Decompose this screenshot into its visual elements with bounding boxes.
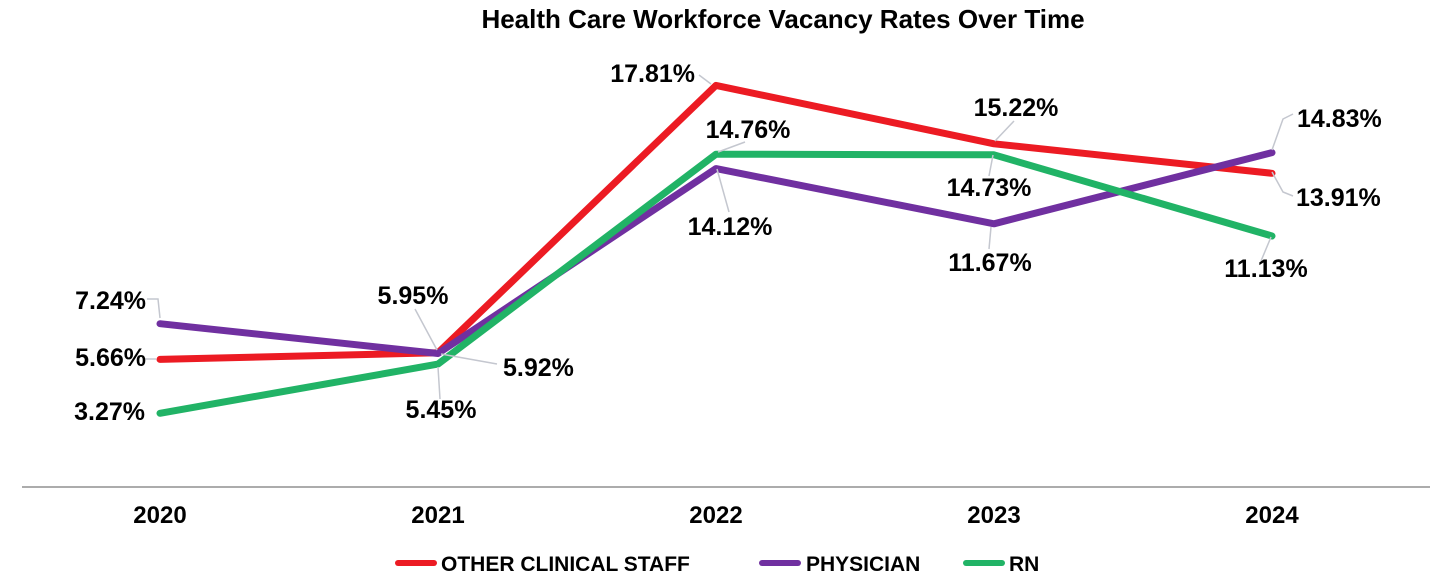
data-labels-group: 5.66% 5.95% 17.81% 15.22% 13.91% 7.24% 5.92% 14… — [74, 60, 1382, 426]
x-axis-label-2023: 2023 — [967, 502, 1020, 529]
data-label-other-clinical-staff-2024: 13.91% — [1296, 184, 1381, 212]
data-label-rn-2022: 14.76% — [706, 116, 791, 144]
series-lines-group — [156, 81, 1276, 417]
legend: OTHER CLINICAL STAFF PHYSICIAN RN — [395, 553, 1039, 576]
data-label-rn-2023: 14.73% — [947, 174, 1032, 202]
legend-item-physician: PHYSICIAN — [759, 553, 920, 576]
label-leader-line — [717, 141, 746, 153]
label-leader-line — [988, 226, 992, 250]
data-label-physician-2022: 14.12% — [688, 213, 773, 241]
label-leader-line — [437, 366, 441, 400]
series-line-rn — [156, 150, 1276, 417]
label-leader-line — [1260, 236, 1272, 262]
data-label-rn-2021: 5.45% — [406, 396, 477, 424]
label-leader-line — [1271, 171, 1294, 197]
x-axis-label-2020: 2020 — [133, 502, 186, 529]
x-axis-labels-group: 2020 2021 2022 2023 2024 — [133, 502, 1299, 529]
data-label-other-clinical-staff-2022: 17.81% — [610, 60, 695, 88]
x-axis-label-2021: 2021 — [411, 502, 464, 529]
chart-title: Health Care Workforce Vacancy Rates Over… — [481, 4, 1084, 34]
data-label-rn-2024: 11.13% — [1224, 255, 1307, 283]
data-label-physician-2023: 11.67% — [948, 249, 1031, 277]
data-label-other-clinical-staff-2020: 5.66% — [75, 344, 146, 372]
x-axis-label-2022: 2022 — [689, 502, 742, 529]
series-line-physician — [156, 149, 1276, 357]
label-leader-line — [414, 308, 438, 351]
legend-label-rn: RN — [1009, 553, 1039, 576]
leader-lines-group — [143, 74, 1294, 400]
data-label-other-clinical-staff-2023: 15.22% — [974, 94, 1059, 122]
x-axis-label-2024: 2024 — [1245, 502, 1299, 529]
label-leader-line — [988, 154, 994, 177]
series-line-other-clinical-staff — [156, 81, 1276, 363]
label-leader-line — [994, 120, 1015, 142]
data-label-physician-2024: 14.83% — [1297, 105, 1382, 133]
legend-label-other-clinical-staff: OTHER CLINICAL STAFF — [441, 553, 690, 576]
legend-label-physician: PHYSICIAN — [806, 553, 920, 576]
data-label-rn-2020: 3.27% — [74, 398, 145, 426]
data-label-physician-2021: 5.92% — [503, 354, 574, 382]
label-leader-line — [1271, 113, 1294, 151]
label-leader-line — [440, 353, 498, 365]
label-leader-line — [716, 168, 730, 213]
data-label-physician-2020: 7.24% — [75, 287, 146, 315]
legend-item-other-clinical-staff: OTHER CLINICAL STAFF — [395, 553, 690, 576]
legend-item-rn: RN — [963, 553, 1039, 576]
data-label-other-clinical-staff-2021: 5.95% — [378, 282, 449, 310]
label-leader-line — [147, 298, 161, 319]
label-leader-line — [698, 74, 712, 85]
